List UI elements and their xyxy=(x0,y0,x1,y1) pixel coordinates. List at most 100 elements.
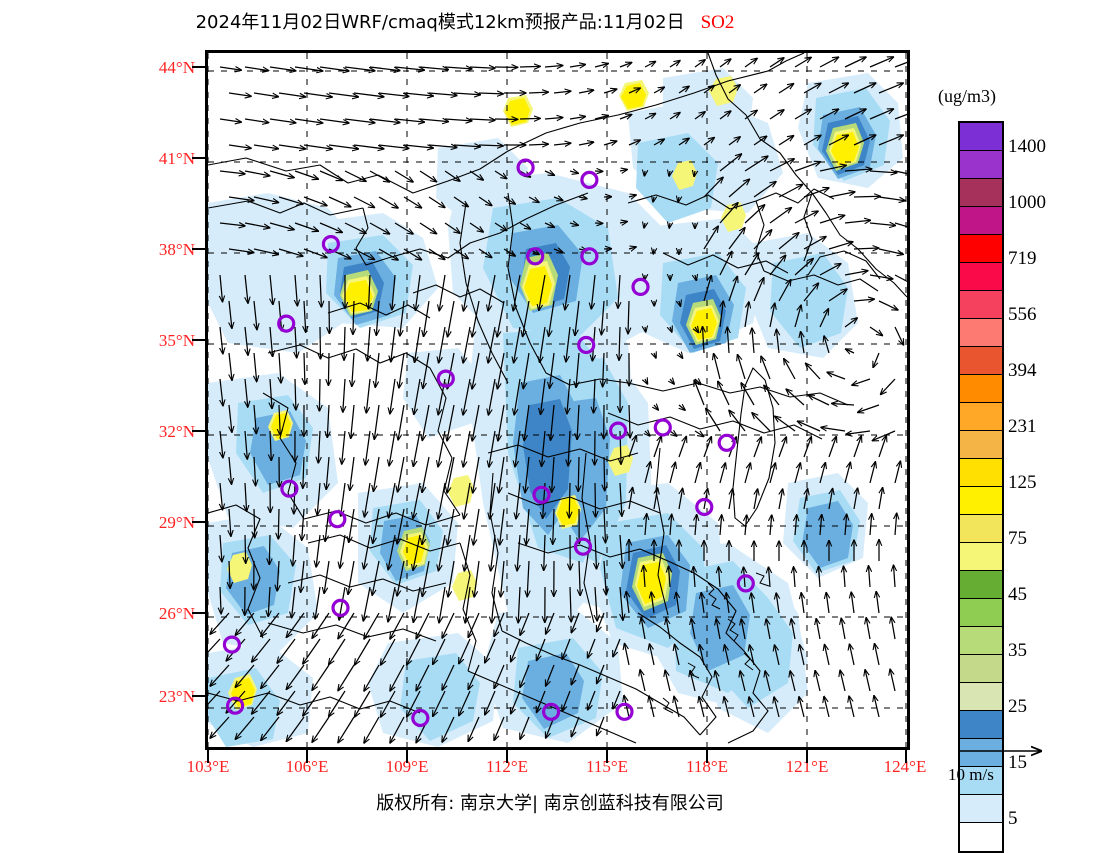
wind-vector xyxy=(570,171,578,173)
wind-vector xyxy=(670,431,677,436)
wind-vector xyxy=(718,381,729,405)
wind-vector xyxy=(304,353,305,384)
wind-vector xyxy=(338,665,354,691)
wind-vector xyxy=(654,353,656,358)
wind-vector xyxy=(798,421,821,431)
colorbar-label-1400: 1400 xyxy=(1008,136,1046,158)
lat-label-23: 23°N xyxy=(0,687,195,707)
lon-tick-103 xyxy=(207,750,209,763)
wind-vector xyxy=(670,61,680,67)
wind-vector xyxy=(870,57,893,67)
colorbar-label-394: 394 xyxy=(1008,360,1037,382)
wind-vector xyxy=(804,188,829,197)
lon-tick-106 xyxy=(306,750,308,763)
wind-vector xyxy=(779,489,783,509)
wind-vector xyxy=(312,717,329,742)
wind-vector xyxy=(329,691,345,717)
wind-vector xyxy=(254,509,255,538)
lat-label-35: 35°N xyxy=(0,331,195,351)
wind-vector xyxy=(779,136,794,145)
wind-vector xyxy=(846,431,870,434)
colorbar-segment-7 xyxy=(960,319,1002,347)
wind-vector xyxy=(879,488,883,509)
wind-vector xyxy=(342,431,345,464)
wind-vector xyxy=(881,379,896,395)
wind-vector xyxy=(366,379,370,413)
wind-vector xyxy=(229,93,251,96)
wind-vector xyxy=(328,353,329,385)
colorbar-segment-19 xyxy=(960,655,1002,683)
wind-vector xyxy=(801,593,804,613)
wind-vector xyxy=(695,463,700,483)
lat-tick-41 xyxy=(192,157,205,159)
wind-vector xyxy=(895,57,907,67)
wind-vector xyxy=(604,89,617,93)
wind-vector xyxy=(473,457,479,493)
wind-vector xyxy=(869,566,871,587)
wind-vector xyxy=(752,328,754,353)
wind-vector xyxy=(470,67,495,68)
wind-vector xyxy=(729,489,733,509)
wind-vector xyxy=(352,353,354,386)
wind-vector xyxy=(754,84,767,93)
wind-vector xyxy=(645,379,648,384)
colorbar-segment-3 xyxy=(960,207,1002,235)
wind-vector xyxy=(312,665,329,690)
colorbar-label-1000: 1000 xyxy=(1008,192,1046,214)
chart-title-text: 2024年11月02日WRF/cmaq模式12km预报产品:11月02日 xyxy=(196,12,685,33)
wind-vector xyxy=(845,220,871,223)
wind-vector xyxy=(670,379,674,384)
wind-vector xyxy=(870,514,872,535)
wind-vector xyxy=(852,379,870,385)
lat-label-26: 26°N xyxy=(0,604,195,624)
wind-vector xyxy=(752,413,770,431)
wind-vector xyxy=(849,696,854,717)
wind-vector xyxy=(569,483,570,518)
colorbar-segment-14 xyxy=(960,515,1002,543)
lat-label-38: 38°N xyxy=(0,240,195,260)
lat-tick-38 xyxy=(192,248,205,250)
wind-vector xyxy=(761,356,770,379)
wind-vector xyxy=(320,327,321,359)
map-canvas xyxy=(208,53,907,747)
wind-vector xyxy=(895,171,907,177)
lat-tick-44 xyxy=(192,66,205,68)
wind-vector xyxy=(229,353,232,380)
wind-vector xyxy=(714,354,720,379)
wind-vector xyxy=(279,145,306,149)
wind-vector xyxy=(304,93,332,97)
wind-vector xyxy=(329,197,351,207)
wind-vector xyxy=(795,57,811,67)
city-marker[interactable] xyxy=(719,435,734,450)
colorbar-segment-25 xyxy=(960,823,1002,851)
city-marker[interactable] xyxy=(655,420,670,435)
wind-vector xyxy=(319,379,320,411)
wind-vector xyxy=(870,275,893,279)
colorbar-segment-17 xyxy=(960,599,1002,627)
wind-vector xyxy=(554,91,571,93)
wind-vector xyxy=(829,437,836,458)
wind-vector xyxy=(891,617,895,639)
wind-vector xyxy=(895,513,897,535)
city-marker[interactable] xyxy=(330,512,345,527)
wind-vector xyxy=(846,349,854,353)
wind-scale-arrow xyxy=(955,740,1075,762)
map-plot-area[interactable] xyxy=(205,50,910,750)
wind-vector xyxy=(438,431,445,467)
wind-scale-label: 10 m/s xyxy=(948,765,994,785)
wind-vector xyxy=(875,644,880,665)
colorbar-segment-4 xyxy=(960,235,1002,263)
wind-vector xyxy=(329,639,345,665)
colorbar-segment-12 xyxy=(960,459,1002,487)
wind-vector xyxy=(269,535,270,565)
wind-vector xyxy=(355,639,370,665)
colorbar-segment-10 xyxy=(960,403,1002,431)
wind-vector xyxy=(679,353,683,358)
colorbar-segment-8 xyxy=(960,347,1002,375)
wind-vector xyxy=(245,119,269,123)
city-marker[interactable] xyxy=(617,704,632,719)
wind-vector xyxy=(745,58,757,67)
wind-vector xyxy=(820,57,839,67)
wind-vector xyxy=(295,67,323,71)
